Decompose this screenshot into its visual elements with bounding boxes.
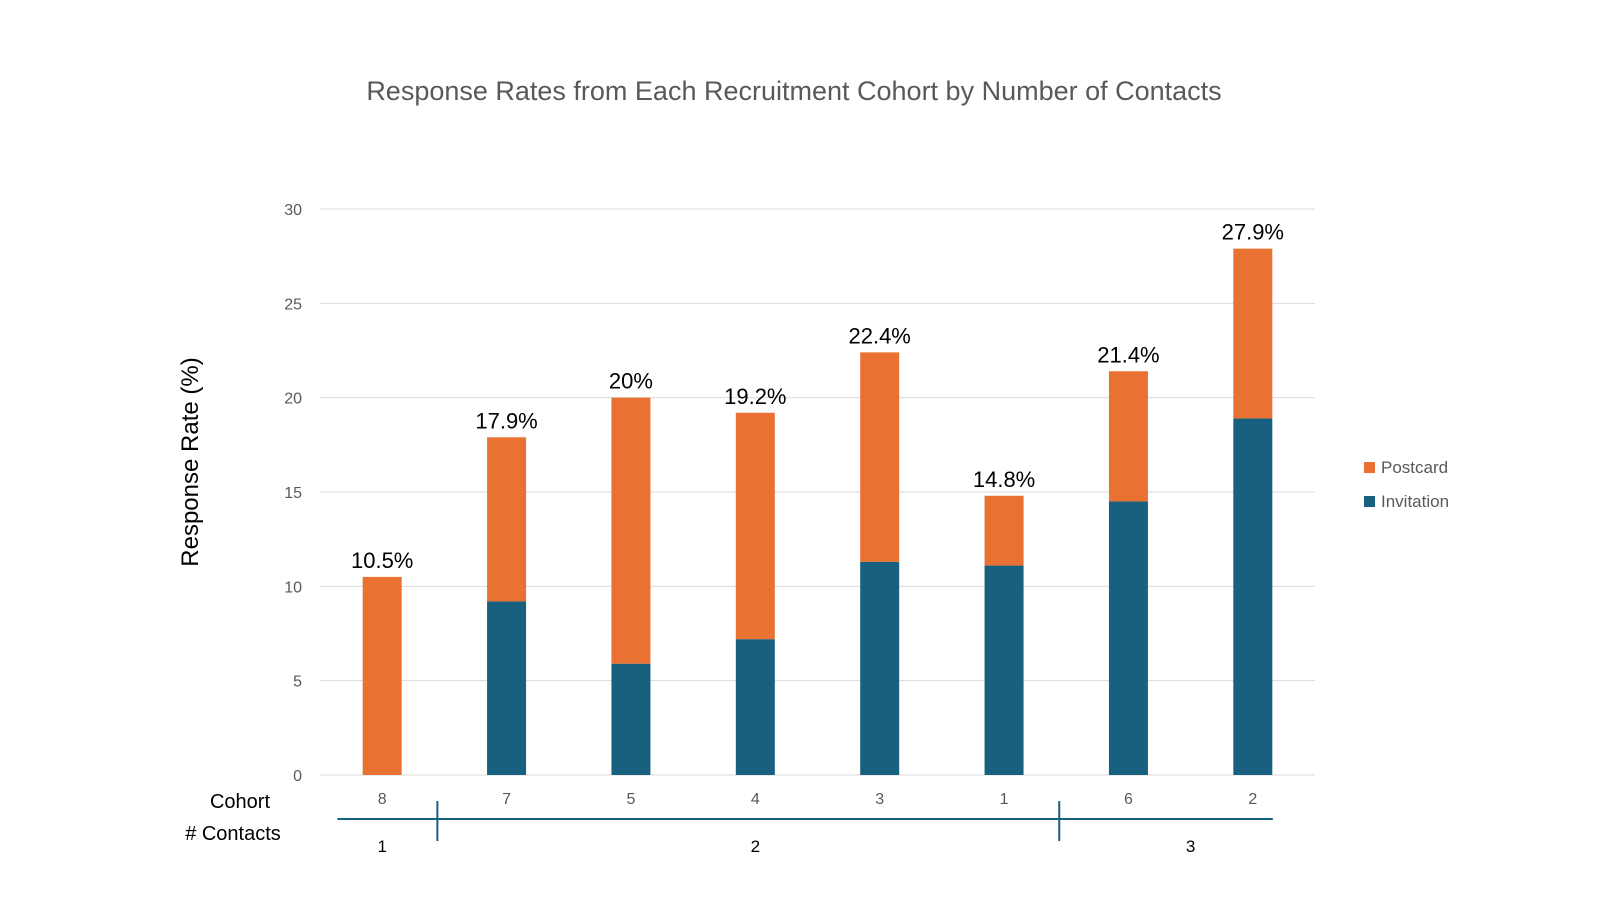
bar-postcard <box>735 412 775 640</box>
group-axis: 1 2 3 <box>337 801 1273 856</box>
category-labels: 8 7 5 4 3 1 6 2 <box>378 791 1258 808</box>
legend-swatch <box>1364 496 1375 507</box>
data-labels: 10.5% 17.9% 20% 19.2% 22.4% 14.8% 21.4% 27.9% <box>351 220 1284 573</box>
group-label: 3 <box>1186 837 1195 856</box>
y-axis-ticks: 0 5 10 15 20 25 30 <box>284 202 302 785</box>
cohort-row-label: Cohort <box>210 791 270 813</box>
category-label: 6 <box>1124 791 1133 808</box>
group-label: 1 <box>377 837 386 856</box>
bar-invitation <box>1108 501 1148 775</box>
data-label: 27.9% <box>1222 220 1284 245</box>
bars <box>362 248 1273 775</box>
bar-postcard <box>1233 248 1273 419</box>
y-tick-label: 25 <box>284 296 302 313</box>
y-tick-label: 0 <box>293 768 302 785</box>
data-label: 19.2% <box>724 384 786 409</box>
y-tick-label: 10 <box>284 579 302 596</box>
group-label: 2 <box>751 837 760 856</box>
bar-postcard <box>860 352 900 562</box>
data-label: 10.5% <box>351 548 413 573</box>
bar-postcard <box>984 495 1024 566</box>
data-label: 20% <box>609 369 653 394</box>
y-tick-label: 15 <box>284 485 302 502</box>
category-label: 8 <box>378 791 387 808</box>
bar-postcard <box>362 576 402 775</box>
legend-swatch <box>1364 462 1375 473</box>
category-label: 2 <box>1248 791 1257 808</box>
y-tick-label: 20 <box>284 391 302 408</box>
category-label: 7 <box>502 791 511 808</box>
data-label: 14.8% <box>973 467 1035 492</box>
legend-label: Postcard <box>1381 458 1448 477</box>
bar-invitation <box>860 561 900 775</box>
y-tick-label: 30 <box>284 202 302 219</box>
legend-label: Invitation <box>1381 492 1449 511</box>
bar-invitation <box>735 639 775 775</box>
category-label: 1 <box>1000 791 1009 808</box>
y-axis-label: Response Rate (%) <box>177 357 204 566</box>
category-label: 5 <box>626 791 635 808</box>
bar-postcard <box>1108 371 1148 502</box>
bar-postcard <box>611 397 651 664</box>
data-label: 22.4% <box>848 323 910 348</box>
legend: Postcard Invitation <box>1364 458 1449 511</box>
data-label: 17.9% <box>475 408 537 433</box>
bar-postcard <box>487 437 527 602</box>
contacts-row-label: # Contacts <box>185 823 281 845</box>
bar-invitation <box>1233 418 1273 775</box>
bar-invitation <box>984 565 1024 775</box>
bar-invitation <box>487 601 527 775</box>
gridlines <box>320 208 1315 776</box>
chart-title: Response Rates from Each Recruitment Coh… <box>366 76 1221 106</box>
y-tick-label: 5 <box>293 674 302 691</box>
category-label: 4 <box>751 791 760 808</box>
category-label: 3 <box>875 791 884 808</box>
bar-invitation <box>611 663 651 775</box>
data-label: 21.4% <box>1097 342 1159 367</box>
